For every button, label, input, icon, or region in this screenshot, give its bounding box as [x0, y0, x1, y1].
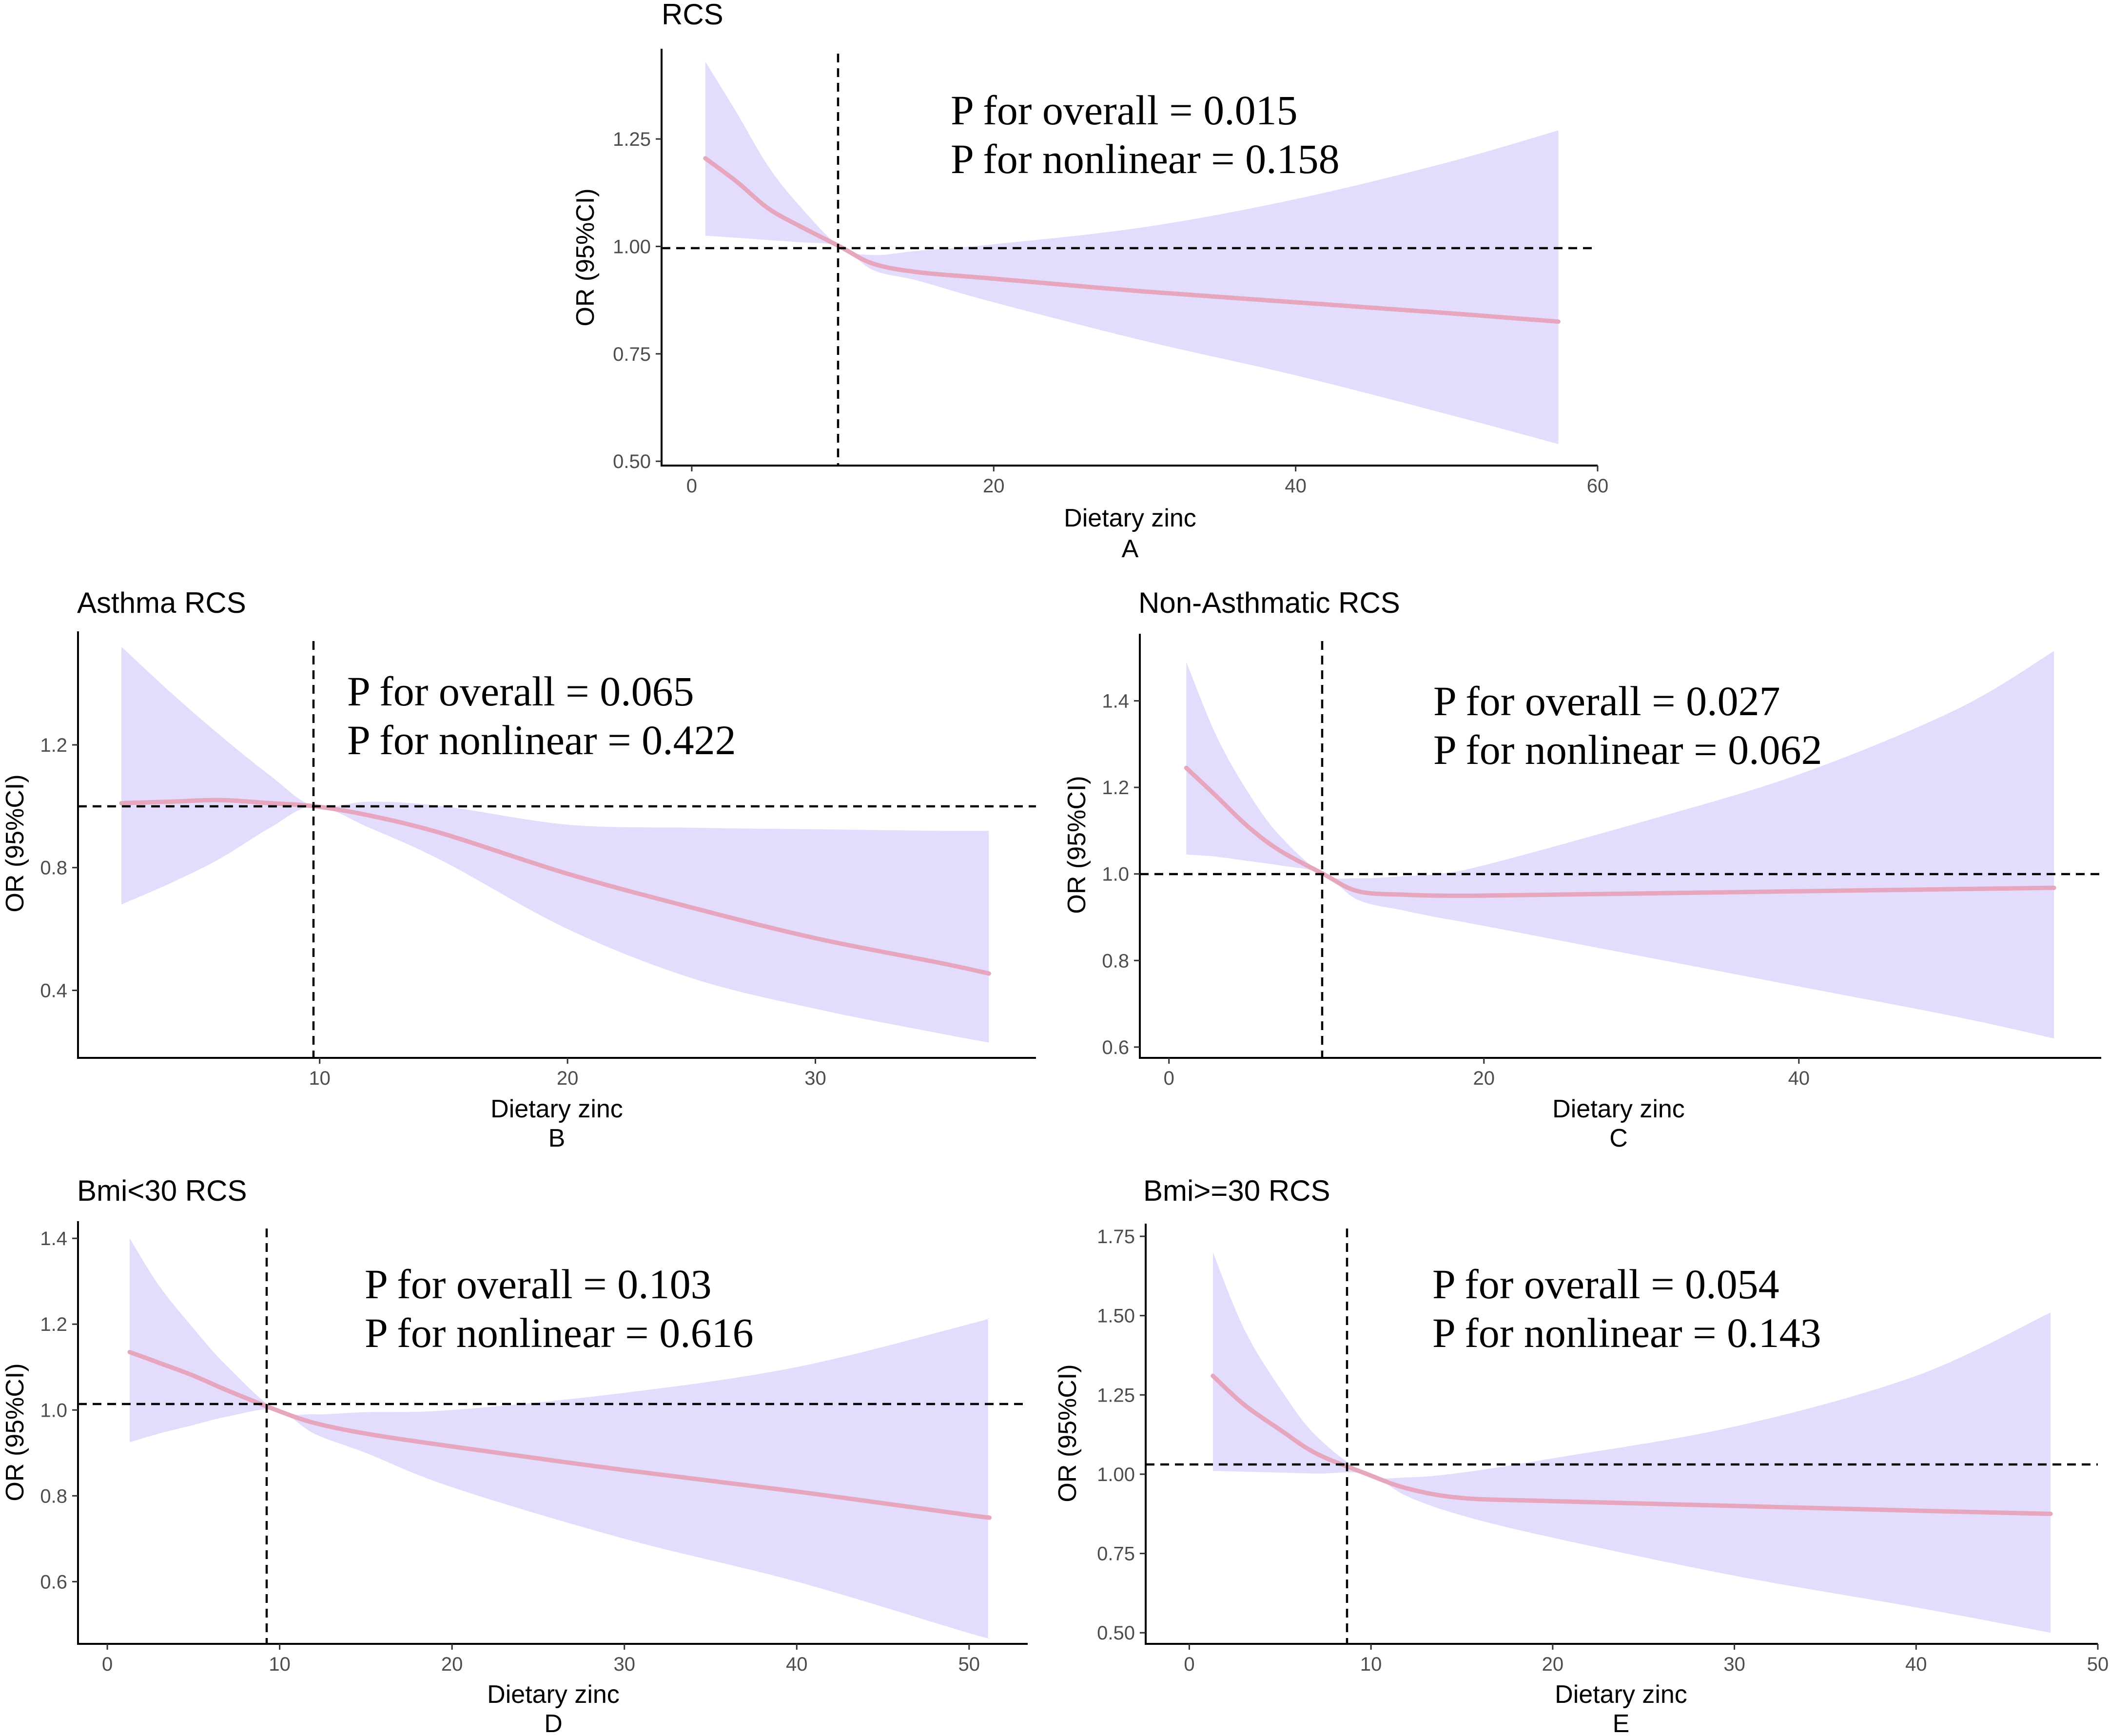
y-tick-label: 0.75 [1097, 1543, 1135, 1565]
ci-band [121, 646, 989, 1043]
x-axis-title: Dietary zinc [1064, 504, 1196, 532]
p-nonlinear-annotation: P for nonlinear = 0.158 [951, 136, 1340, 182]
y-axis-title: OR (95%CI) [1, 774, 29, 912]
or-curve [119, 798, 991, 976]
axis-lines [1145, 1224, 2098, 1645]
panel-letter: C [1609, 1124, 1628, 1152]
y-tick-label: 1.00 [1097, 1464, 1135, 1485]
y-tick-label: 0.50 [613, 451, 651, 472]
or-curve [1211, 1373, 2053, 1516]
y-tick-label: 1.2 [1102, 777, 1129, 799]
x-axis-title: Dietary zinc [1555, 1680, 1687, 1709]
y-axis-title: OR (95%CI) [1054, 1364, 1082, 1502]
x-tick-label: 0 [1164, 1068, 1174, 1089]
y-tick-label: 0.75 [613, 344, 651, 365]
y-tick-label: 0.8 [40, 858, 67, 879]
axis-lines [77, 631, 1036, 1059]
x-tick-label: 0 [102, 1654, 113, 1675]
y-axis-title: OR (95%CI) [1, 1363, 29, 1501]
x-tick-label: 10 [1360, 1654, 1382, 1675]
x-tick-label: 40 [1285, 475, 1307, 497]
p-nonlinear-annotation: P for nonlinear = 0.422 [347, 717, 736, 763]
or-curve [703, 156, 1561, 324]
x-tick-label: 20 [983, 475, 1005, 497]
x-axis-title: Dietary zinc [1552, 1095, 1685, 1123]
x-tick-label: 50 [2087, 1654, 2109, 1675]
x-tick-label: 20 [441, 1654, 463, 1675]
panel-c: 0 20 40 0.6 0.8 1.0 1.2 1.4 Non-Asthmatic RCS P… [1063, 586, 2101, 1152]
x-tick-label: 30 [613, 1654, 635, 1675]
x-tick-label: 30 [804, 1068, 826, 1089]
p-overall-annotation: P for overall = 0.027 [1433, 678, 1780, 724]
x-tick-label: 10 [269, 1654, 291, 1675]
y-tick-label: 1.2 [40, 735, 67, 756]
y-tick-label: 1.2 [40, 1314, 67, 1335]
y-tick-label: 0.6 [40, 1571, 67, 1593]
panel-a: 0 20 40 60 0.50 0.75 1.00 1.25 RCS P for overal… [571, 0, 1608, 563]
x-tick-label: 0 [686, 475, 697, 497]
axis-lines [1139, 634, 2101, 1059]
panel-letter: B [548, 1124, 566, 1152]
panel-b: 10 20 30 0.4 0.8 1.2 Asthma RCS P for overall… [1, 586, 1036, 1152]
panel-title: Asthma RCS [77, 586, 246, 619]
y-axis-title: OR (95%CI) [1063, 776, 1091, 914]
y-tick-label: 0.6 [1102, 1037, 1129, 1058]
y-tick-label: 1.0 [1102, 864, 1129, 885]
y-tick-label: 1.75 [1097, 1226, 1135, 1248]
panel-title: Bmi>=30 RCS [1143, 1174, 1330, 1207]
x-tick-label: 20 [1473, 1068, 1495, 1089]
y-tick-label: 0.50 [1097, 1622, 1135, 1644]
x-tick-label: 50 [958, 1654, 980, 1675]
panel-letter: E [1613, 1710, 1630, 1736]
ci-band [705, 61, 1559, 444]
panel-letter: D [544, 1710, 563, 1736]
x-axis-title: Dietary zinc [487, 1680, 620, 1709]
y-tick-label: 1.0 [40, 1400, 67, 1421]
p-nonlinear-annotation: P for nonlinear = 0.062 [1433, 726, 1822, 773]
y-tick-label: 1.25 [1097, 1385, 1135, 1406]
axis-lines [661, 49, 1598, 467]
x-tick-label: 60 [1587, 475, 1609, 497]
y-tick-label: 1.00 [613, 236, 651, 257]
panel-letter: A [1122, 535, 1139, 563]
axis-lines [77, 1221, 1028, 1645]
panel-title: Bmi<30 RCS [77, 1174, 247, 1207]
x-tick-label: 40 [1905, 1654, 1927, 1675]
x-tick-label: 30 [1723, 1654, 1745, 1675]
x-axis-title: Dietary zinc [490, 1095, 623, 1123]
y-tick-label: 0.4 [40, 980, 67, 1002]
x-tick-label: 20 [1542, 1654, 1564, 1675]
y-tick-label: 1.4 [40, 1228, 67, 1249]
ci-band [1212, 1252, 2051, 1633]
x-tick-label: 10 [309, 1068, 331, 1089]
x-tick-label: 20 [557, 1068, 579, 1089]
y-tick-label: 0.8 [1102, 950, 1129, 972]
y-tick-label: 1.4 [1102, 691, 1129, 712]
y-axis-title: OR (95%CI) [571, 188, 600, 326]
y-tick-label: 0.8 [40, 1485, 67, 1507]
p-nonlinear-annotation: P for nonlinear = 0.616 [365, 1309, 754, 1356]
p-nonlinear-annotation: P for nonlinear = 0.143 [1432, 1309, 1821, 1356]
or-curve [1184, 765, 2056, 898]
p-overall-annotation: P for overall = 0.015 [951, 87, 1298, 134]
or-curve [127, 1350, 992, 1520]
p-overall-annotation: P for overall = 0.054 [1432, 1261, 1779, 1307]
panel-e: 0 10 20 30 40 50 0.50 0.75 1.00 1.25 1.50 1.75 Bmi>… [1054, 1174, 2109, 1736]
ci-band [1186, 651, 2054, 1039]
y-tick-label: 1.25 [613, 129, 651, 150]
panel-d: 0 10 20 30 40 50 0.6 0.8 1.0 1.2 1.4 Bmi<30 RCS P … [1, 1174, 1028, 1736]
ci-band [130, 1238, 990, 1639]
x-tick-label: 0 [1184, 1654, 1194, 1675]
y-tick-label: 1.50 [1097, 1306, 1135, 1327]
panel-title: RCS [662, 0, 723, 31]
p-overall-annotation: P for overall = 0.065 [347, 668, 694, 715]
p-overall-annotation: P for overall = 0.103 [365, 1261, 712, 1307]
panel-title: Non-Asthmatic RCS [1138, 586, 1400, 619]
x-tick-label: 40 [786, 1654, 808, 1675]
x-tick-label: 40 [1788, 1068, 1810, 1089]
